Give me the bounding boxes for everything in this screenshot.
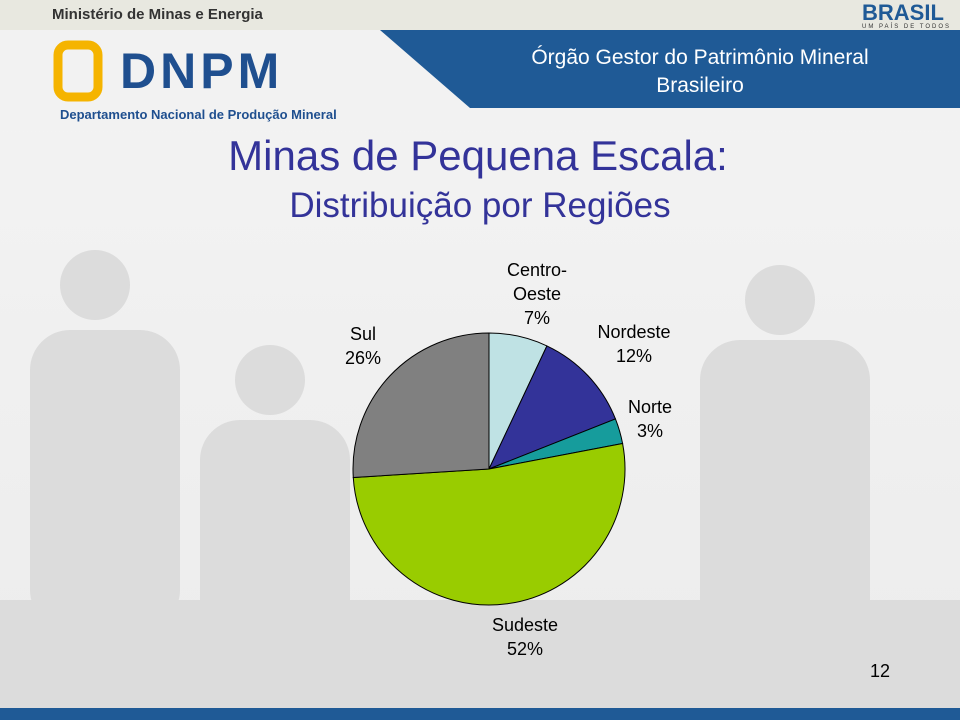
department: Departamento Nacional de Produção Minera… <box>60 107 337 122</box>
slice-value-label: 26% <box>344 348 382 368</box>
slice-label: Centro-Oeste <box>507 260 568 304</box>
pie-slice <box>352 332 490 479</box>
slice-value-label: 52% <box>506 639 544 659</box>
slice-label: Norte <box>627 397 672 417</box>
tagline: Órgão Gestor do Patrimônio Mineral Brasi… <box>531 46 869 97</box>
slice-value-label: 12% <box>615 346 653 366</box>
header-blue <box>380 30 960 108</box>
logo-text: DNPM <box>120 43 284 99</box>
brand: BRASIL <box>862 0 944 25</box>
slice-value-label: 3% <box>636 421 663 441</box>
pie-slice <box>352 442 626 606</box>
logo-mark <box>53 40 103 102</box>
slice-label: Sul <box>349 324 376 344</box>
ministry: Ministério de Minas e Energia <box>52 6 263 23</box>
slice-value-label: 7% <box>523 308 550 328</box>
title: Minas de Pequena Escala: <box>228 132 728 179</box>
subtitle: Distribuição por Regiões <box>289 186 671 225</box>
brand-motto: UM PAÍS DE TODOS <box>862 24 952 30</box>
top-bar <box>0 0 960 30</box>
page-number: 12 <box>870 661 891 681</box>
pie-slice <box>488 345 617 470</box>
slice-label: Nordeste <box>597 322 671 342</box>
slice-label: Sudeste <box>491 615 559 635</box>
silhouettes <box>0 250 960 710</box>
bottom-bar <box>0 708 960 720</box>
